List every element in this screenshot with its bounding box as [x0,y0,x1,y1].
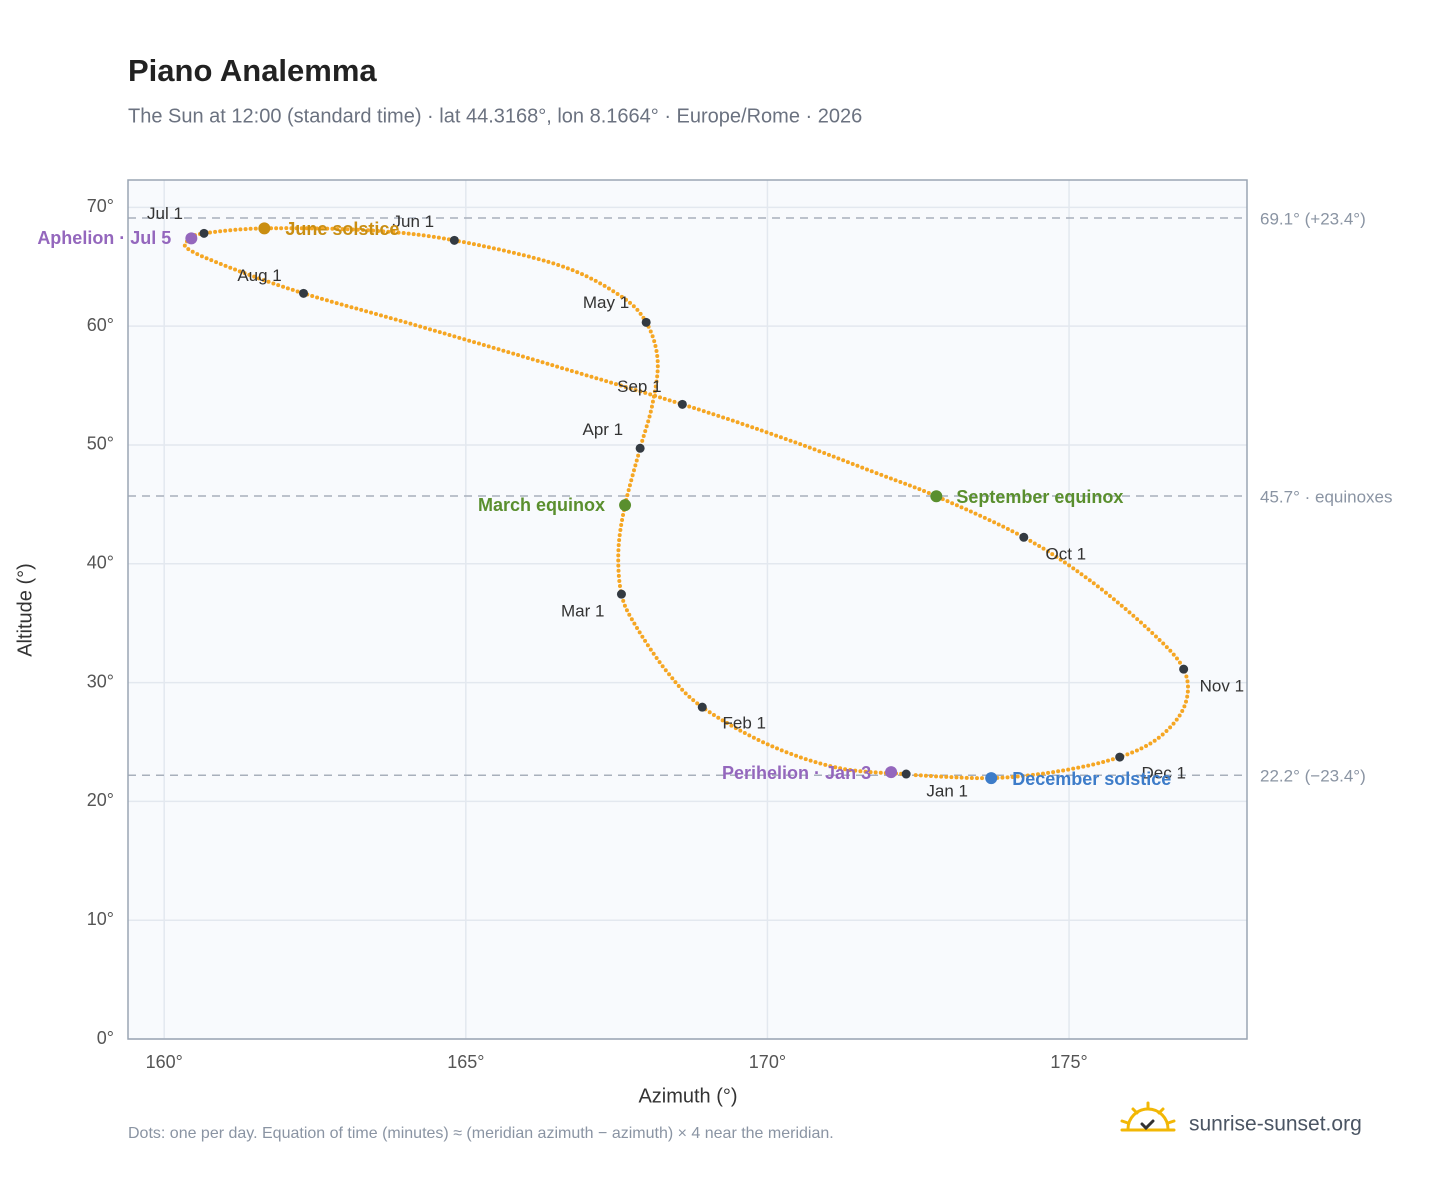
x-tick-label: 175° [1050,1052,1087,1072]
month-label: May 1 [583,293,629,312]
markers: Jan 1 Feb 1 Mar 1 Apr 1 May 1 Jun 1 Jul 1 Aug 1… [37,204,1244,801]
month-label: Jun 1 [393,212,435,231]
month-label: Mar 1 [561,602,604,621]
axes: 160° 165° 170° 175° 0° 10° 20° 30° 40° 50° 60° 70° [87,196,1088,1072]
chart-title: Piano Analemma [128,53,377,88]
plot-frame [127,179,1248,1040]
y-tick-label: 30° [87,671,114,691]
month-label: Aug 1 [237,266,281,285]
month-marker [449,235,459,245]
month-marker [635,443,645,453]
month-label: Feb 1 [723,714,766,733]
x-tick-label: 170° [749,1052,786,1072]
y-tick-label: 50° [87,434,114,454]
analemma [182,226,1190,781]
x-tick-label: 160° [146,1052,183,1072]
month-marker [1179,664,1189,674]
reference-label: 45.7° · equinoxes [1260,488,1393,507]
reference-lines: 69.1° (+23.4°) 45.7° · equinoxes 22.2° (−2… [128,210,1393,786]
event-marker [185,232,198,245]
month-marker [677,399,687,409]
brand: sunrise-sunset.org [1189,1113,1362,1136]
month-marker [697,702,707,712]
event-label: December solstice [1012,769,1171,789]
month-marker [1019,532,1029,542]
event-marker [258,222,271,235]
y-tick-label: 40° [87,553,114,573]
event-marker [885,766,898,779]
y-tick-label: 0° [97,1028,114,1048]
event-label: Aphelion · Jul 5 [37,228,171,248]
event-marker [619,499,632,512]
event-label: Perihelion · Jan 3 [722,763,871,783]
month-marker [641,317,651,327]
month-label: Nov 1 [1200,677,1244,696]
plot-area [128,180,1247,1039]
event-label: June solstice [285,219,399,239]
x-axis-title: Azimuth (°) [638,1085,737,1107]
reference-label: 22.2° (−23.4°) [1260,767,1366,786]
event-label: September equinox [956,487,1123,507]
month-marker [901,769,911,779]
y-tick-label: 70° [87,196,114,216]
month-label: Apr 1 [583,420,624,439]
month-label: Oct 1 [1045,545,1086,564]
y-tick-label: 10° [87,909,114,929]
month-label: Dec 1 [1142,764,1186,783]
daily-dots [182,226,1190,781]
month-marker [1115,752,1125,762]
month-label: Jan 1 [926,782,968,801]
reference-label: 69.1° (+23.4°) [1260,210,1366,229]
event-label: March equinox [478,495,605,515]
chart-subtitle: The Sun at 12:00 (standard time) · lat 4… [128,105,862,127]
y-tick-label: 20° [87,790,114,810]
month-label: Sep 1 [617,377,661,396]
y-axis-title: Altitude (°) [14,563,36,657]
y-tick-label: 60° [87,315,114,335]
month-marker [299,288,309,298]
event-marker [930,490,943,503]
footnote: Dots: one per day. Equation of time (min… [128,1125,834,1142]
month-label: Jul 1 [147,204,183,223]
month-marker [199,228,209,238]
event-marker [985,772,998,785]
brand-logo [1120,1101,1176,1132]
month-marker [616,589,626,599]
x-tick-label: 165° [447,1052,484,1072]
